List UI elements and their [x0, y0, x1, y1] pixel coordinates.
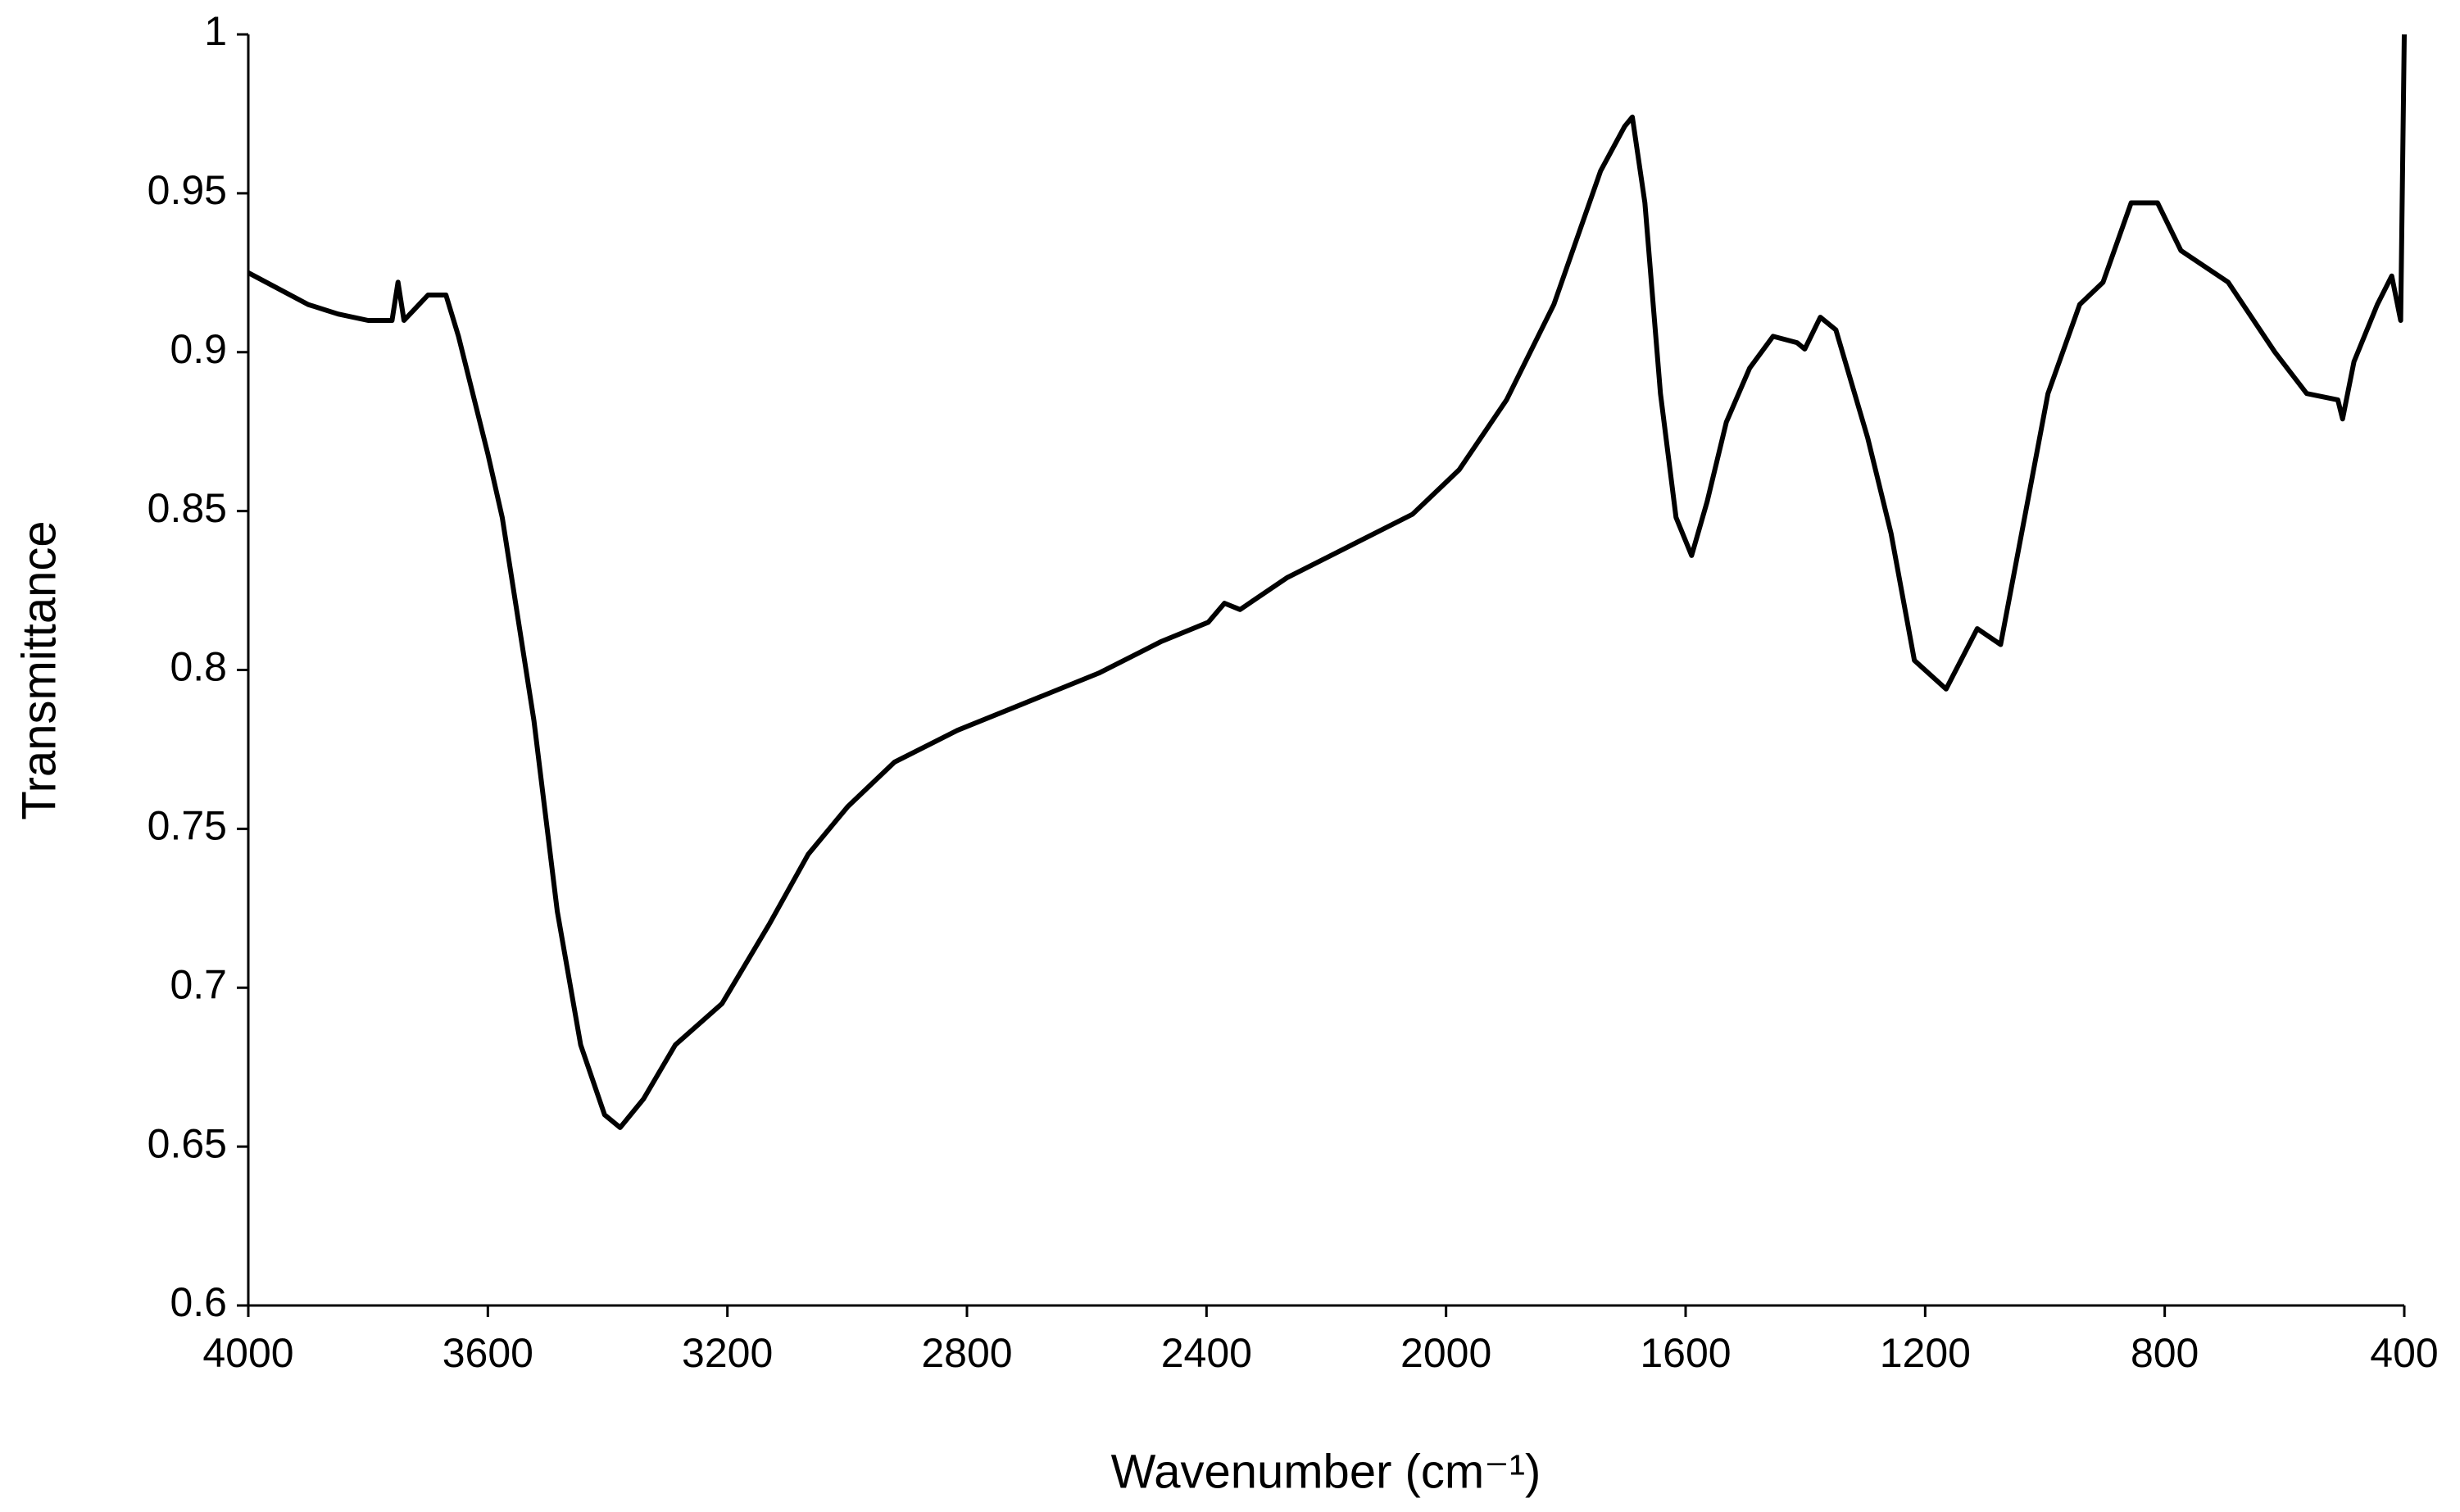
x-tick-label: 3200 [682, 1330, 773, 1376]
x-tick-label: 800 [2131, 1330, 2199, 1376]
x-tick-label: 3600 [443, 1330, 533, 1376]
x-tick-label: 1200 [1880, 1330, 1971, 1376]
y-tick-label: 0.9 [170, 326, 227, 372]
x-tick-label: 2400 [1161, 1330, 1252, 1376]
y-tick-label: 0.65 [148, 1120, 227, 1166]
y-tick-label: 1 [204, 8, 227, 54]
spectrum-line [247, 34, 2407, 1130]
x-tick-label: 2800 [921, 1330, 1012, 1376]
y-tick-label: 0.8 [170, 644, 227, 690]
x-tick-label: 400 [2370, 1330, 2438, 1376]
x-tick-label: 1600 [1640, 1330, 1731, 1376]
x-axis-title: Wavenumber (cm⁻¹) [1111, 1445, 1541, 1498]
y-tick-label: 0.6 [170, 1279, 227, 1325]
y-tick-label: 0.7 [170, 961, 227, 1007]
x-tick-label: 4000 [202, 1330, 293, 1376]
y-tick-label: 0.95 [148, 167, 227, 213]
y-tick-label: 0.85 [148, 485, 227, 531]
y-axis-title: Transmittance [12, 520, 66, 820]
y-tick-label: 0.75 [148, 803, 227, 849]
x-tick-label: 2000 [1400, 1330, 1491, 1376]
